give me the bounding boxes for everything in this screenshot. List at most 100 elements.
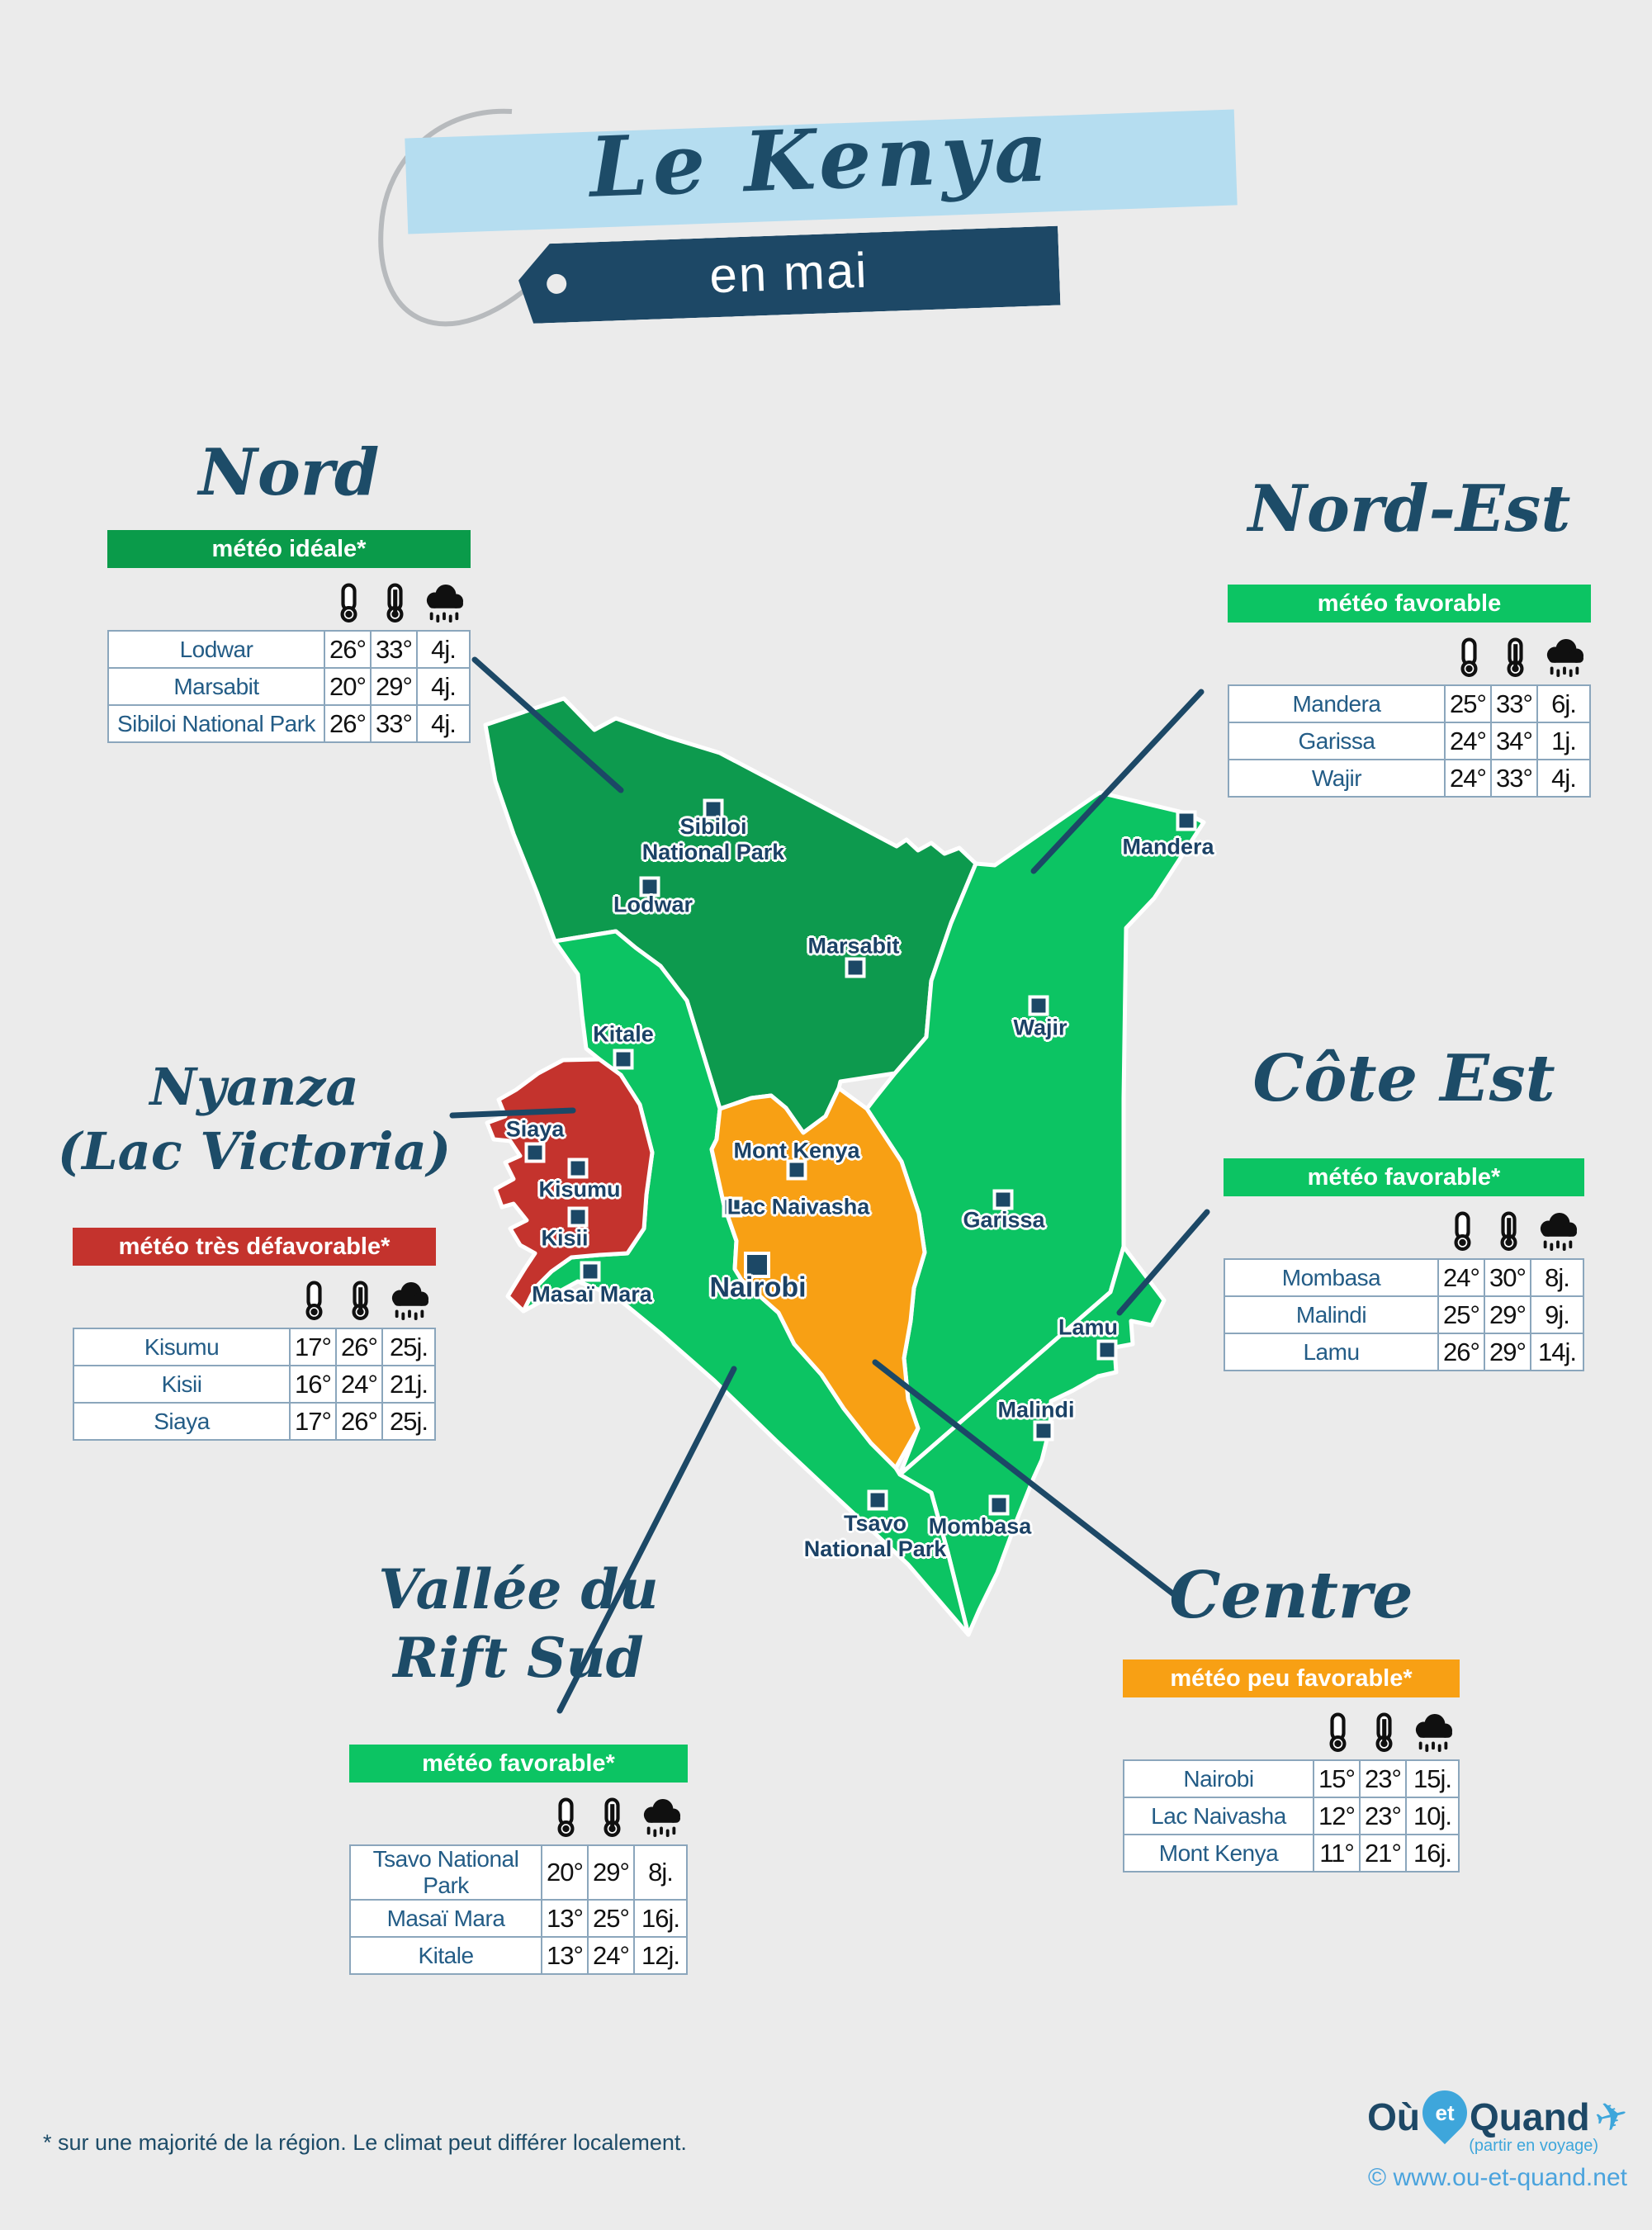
map-city-label-lamu: Lamu xyxy=(1058,1314,1119,1340)
max-temp: 30° xyxy=(1484,1258,1531,1297)
max-temp: 29° xyxy=(1484,1333,1531,1371)
map-marker-malindi xyxy=(1033,1420,1054,1442)
table-icons xyxy=(1446,632,1591,678)
map-city-label-nairobi: Nairobi xyxy=(709,1271,807,1304)
website-link[interactable]: © www.ou-et-quand.net xyxy=(1368,2164,1627,2191)
map-marker-mandera xyxy=(1176,810,1197,831)
weather-row: Sibiloi National Park 26° 33° 4j. xyxy=(107,704,471,743)
max-temp: 23° xyxy=(1359,1797,1407,1835)
city-name: Kisii xyxy=(73,1365,291,1404)
weather-table: Lodwar 26° 33° 4j. Marsabit 20° 29° 4j. Sibiloi … xyxy=(107,630,471,743)
ou-et-quand-logo: Où et Quand ✈ (partir en voyage) © www.o… xyxy=(1354,2081,1641,2192)
city-name: Wajir xyxy=(1228,759,1446,798)
map-marker-kisii xyxy=(567,1206,589,1228)
rain-days: 10j. xyxy=(1405,1797,1460,1835)
city-name: Malindi xyxy=(1224,1295,1439,1334)
weather-row: Kisumu 17° 26° 25j. xyxy=(73,1328,436,1366)
weather-row: Siaya 17° 26° 25j. xyxy=(73,1402,436,1441)
weather-row: Wajir 24° 33° 4j. xyxy=(1228,759,1591,798)
logo-word-et: et xyxy=(1435,2100,1455,2125)
thermometer-max-icon xyxy=(1492,637,1538,678)
min-temp: 26° xyxy=(1437,1333,1485,1371)
thermometer-min-icon xyxy=(542,1797,589,1838)
thermometer-min-icon xyxy=(291,1280,337,1321)
thermometer-min-icon xyxy=(325,582,372,623)
thermometer-max-icon xyxy=(337,1280,383,1321)
city-name: Mombasa xyxy=(1224,1258,1439,1297)
min-temp: 24° xyxy=(1444,722,1492,760)
weather-table: Mombasa 24° 30° 8j. Malindi 25° 29° 9j. Lamu 26° 2… xyxy=(1224,1258,1584,1371)
map-city-label-marsabit: Marsabit xyxy=(807,933,900,959)
max-temp: 33° xyxy=(370,630,418,669)
rain-days: 1j. xyxy=(1536,722,1591,760)
city-name: Kisumu xyxy=(73,1328,291,1366)
table-icons xyxy=(542,1792,688,1838)
rain-days: 16j. xyxy=(1405,1834,1460,1873)
max-temp: 29° xyxy=(587,1844,635,1901)
weather-row: Kisii 16° 24° 21j. xyxy=(73,1365,436,1404)
region-title: Côte Est xyxy=(1252,1041,1555,1116)
min-temp: 20° xyxy=(324,667,372,706)
rain-days-icon xyxy=(1531,1212,1584,1252)
rain-days-icon xyxy=(383,1281,436,1321)
table-icons xyxy=(325,577,471,623)
map-city-label-kisumu: Kisumu xyxy=(538,1177,621,1202)
city-name: Garissa xyxy=(1228,722,1446,760)
max-temp: 33° xyxy=(1490,759,1538,798)
section-nord: Nord météo idéale* Lodwar 26° 33° 4j. Marsab… xyxy=(107,433,471,779)
section-nord-est: Nord-Est météo favorable Mandera 25° 33° 6j… xyxy=(1228,469,1591,816)
rain-days: 16j. xyxy=(633,1899,688,1938)
weather-row: Malindi 25° 29° 9j. xyxy=(1224,1295,1584,1334)
map-city-label-wajir: Wajir xyxy=(1013,1015,1067,1040)
max-temp: 23° xyxy=(1359,1759,1407,1798)
map-city-label-masa-mara: Masaï Mara xyxy=(532,1281,652,1307)
region-title: Nyanza (Lac Victoria) xyxy=(57,1057,452,1181)
table-icons xyxy=(291,1275,436,1321)
section-nyanza: Nyanza (Lac Victoria) météo très défavor… xyxy=(58,1055,451,1451)
min-temp: 13° xyxy=(541,1936,589,1975)
map-marker-kisumu xyxy=(567,1158,589,1179)
weather-table: Tsavo National Park 20° 29° 8j. Masaï Mara 13… xyxy=(349,1844,688,1975)
region-title: Nord-Est xyxy=(1247,471,1571,547)
rain-days-icon xyxy=(418,584,471,623)
map-city-label-kitale: Kitale xyxy=(593,1021,654,1047)
min-temp: 26° xyxy=(324,630,372,669)
weather-status-badge: météo favorable xyxy=(1228,585,1591,623)
connector-nord xyxy=(471,656,624,793)
weather-row: Lamu 26° 29° 14j. xyxy=(1224,1333,1584,1371)
rain-days: 12j. xyxy=(633,1936,688,1975)
region-shape-centre xyxy=(709,1086,927,1470)
map-city-label-garissa: Garissa xyxy=(963,1207,1045,1233)
weather-row: Lac Naivasha 12° 23° 10j. xyxy=(1123,1797,1460,1835)
map-marker-lamu xyxy=(1096,1339,1118,1361)
max-temp: 26° xyxy=(335,1328,383,1366)
max-temp: 34° xyxy=(1490,722,1538,760)
logo-tagline: (partir en voyage) xyxy=(1469,2137,1598,2155)
max-temp: 21° xyxy=(1359,1834,1407,1873)
map-marker-wajir xyxy=(1028,995,1049,1016)
weather-row: Mombasa 24° 30° 8j. xyxy=(1224,1258,1584,1297)
rain-days: 8j. xyxy=(1530,1258,1584,1297)
city-name: Masaï Mara xyxy=(349,1899,542,1938)
weather-row: Masaï Mara 13° 25° 16j. xyxy=(349,1899,688,1938)
weather-status-badge: météo idéale* xyxy=(107,530,471,568)
map-city-label-mombasa: Mombasa xyxy=(928,1513,1032,1539)
min-temp: 17° xyxy=(289,1328,337,1366)
max-temp: 29° xyxy=(1484,1295,1531,1334)
min-temp: 25° xyxy=(1437,1295,1485,1334)
connector-nord-est xyxy=(1030,689,1205,874)
weather-status-badge: météo très défavorable* xyxy=(73,1228,436,1266)
weather-row: Garissa 24° 34° 1j. xyxy=(1228,722,1591,760)
city-name: Marsabit xyxy=(107,667,325,706)
min-temp: 12° xyxy=(1313,1797,1361,1835)
section-vallee-rift-sud: Vallée du Rift Sud météo favorable* Tsav… xyxy=(349,1555,688,1975)
min-temp: 16° xyxy=(289,1365,337,1404)
min-temp: 17° xyxy=(289,1402,337,1441)
table-icons xyxy=(1314,1707,1460,1753)
connector-nyanza xyxy=(449,1107,576,1119)
airplane-icon: ✈ xyxy=(1589,2090,1634,2144)
map-city-label-tsavo-national-park: Tsavo National Park xyxy=(803,1510,947,1561)
max-temp: 33° xyxy=(370,704,418,743)
min-temp: 15° xyxy=(1313,1759,1361,1798)
